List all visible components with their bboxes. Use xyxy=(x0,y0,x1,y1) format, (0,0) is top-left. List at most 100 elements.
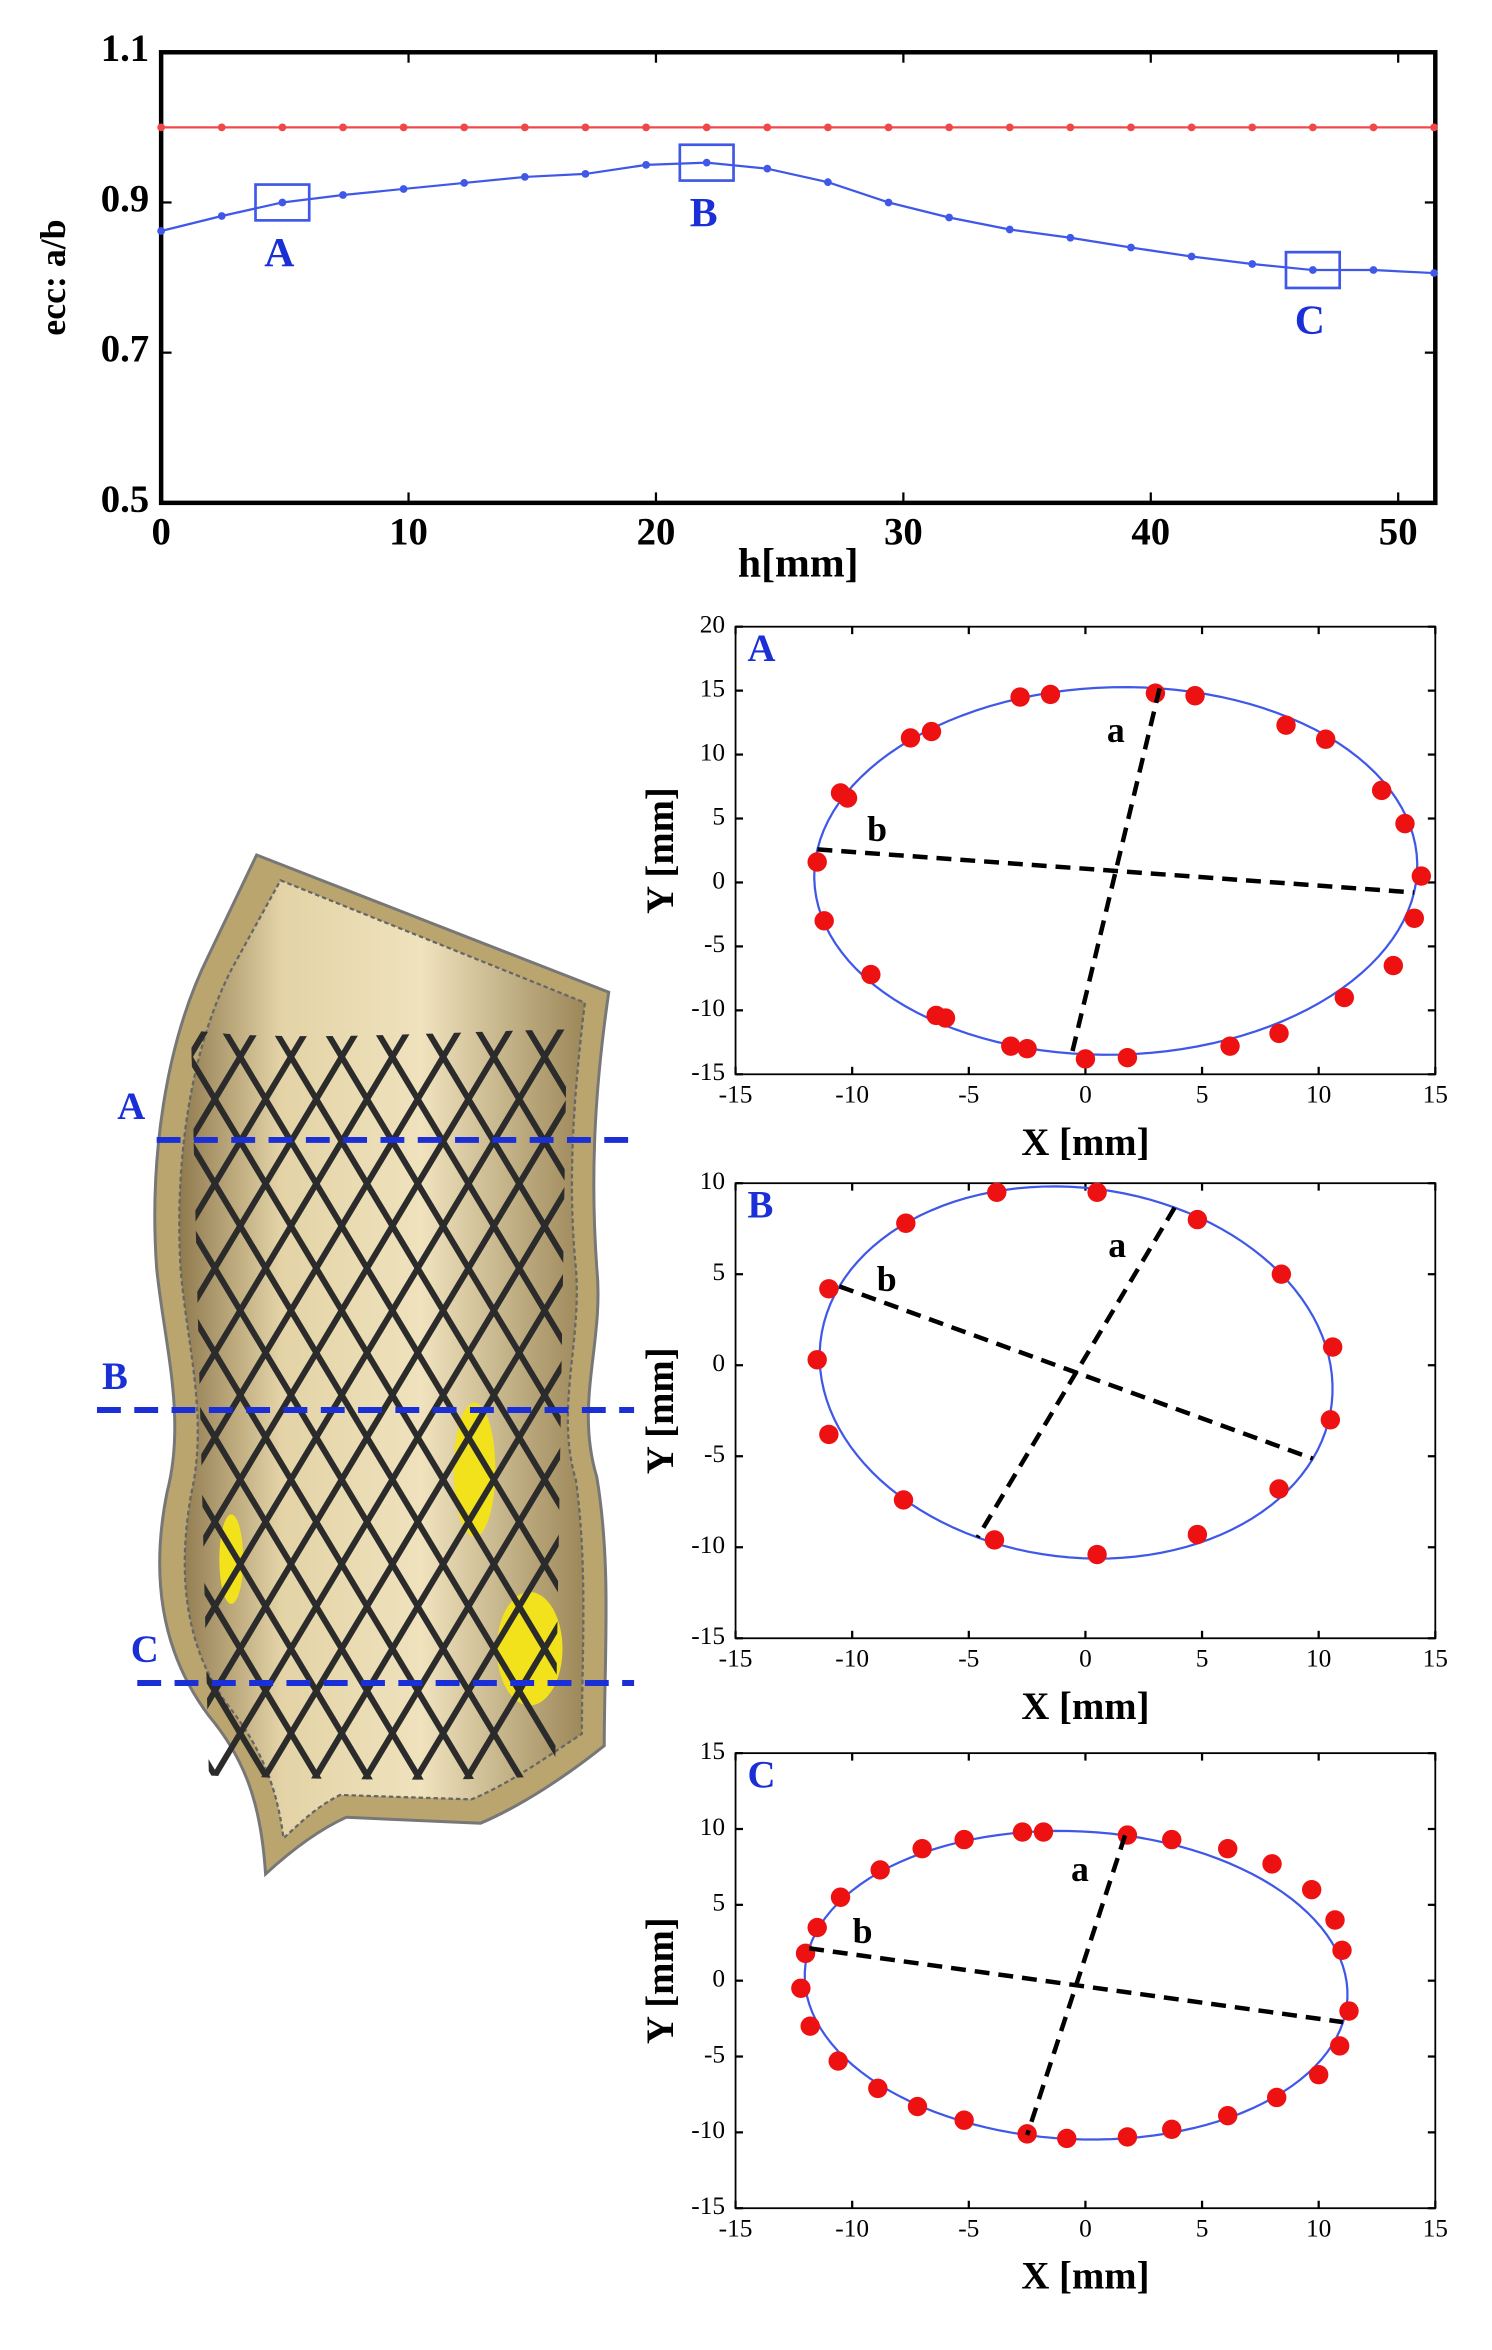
contact-point xyxy=(1017,1039,1037,1059)
x-tick-label: 0 xyxy=(151,511,170,554)
contact-point xyxy=(954,1829,974,1850)
contact-point xyxy=(837,788,858,808)
series-point xyxy=(884,123,893,132)
series-point xyxy=(763,164,772,173)
series-point xyxy=(702,158,711,167)
contact-point xyxy=(1371,780,1392,801)
x-tick-label: -15 xyxy=(719,1644,753,1672)
x-tick-label: 15 xyxy=(1423,1644,1448,1672)
y-axis-label: Y [mm] xyxy=(639,1917,682,2044)
stent-wire xyxy=(406,1029,567,1780)
stent-wire xyxy=(456,1029,567,1780)
x-axis-label: X [mm] xyxy=(1021,1121,1149,1164)
contact-point xyxy=(1269,1479,1289,1499)
contact-point xyxy=(921,721,942,742)
series-point xyxy=(520,123,529,132)
contact-point xyxy=(1087,1182,1107,1203)
series-point xyxy=(1308,266,1317,274)
series-point xyxy=(1369,123,1378,132)
series-point xyxy=(642,161,650,169)
annotation-label: B xyxy=(690,190,718,236)
contact-point xyxy=(828,2051,848,2071)
series-point xyxy=(824,178,832,187)
contact-point xyxy=(1325,1910,1345,1930)
axis-annotation: a xyxy=(1107,710,1125,750)
stent-wire xyxy=(355,1029,567,1780)
contact-point xyxy=(1010,687,1030,707)
y-tick-label: 15 xyxy=(700,1737,725,1765)
stent-wire xyxy=(190,1029,472,1780)
stent-wire xyxy=(0,1015,63,1791)
y-tick-label: -5 xyxy=(704,2040,725,2068)
y-tick-label: 15 xyxy=(700,674,725,702)
x-tick-label: -15 xyxy=(719,1080,753,1108)
x-tick-label: 10 xyxy=(1306,1644,1331,1672)
contact-point xyxy=(1334,987,1355,1008)
series-point xyxy=(642,123,650,132)
x-tick-label: -15 xyxy=(719,2214,753,2242)
section-label: B xyxy=(102,1355,128,1398)
contact-point xyxy=(1320,1410,1341,1430)
contact-point xyxy=(1218,2105,1238,2126)
stent-wire xyxy=(190,1029,328,1780)
stent-mesh xyxy=(0,1015,1239,1791)
contact-point xyxy=(800,2016,820,2036)
stent-wire xyxy=(254,1029,567,1780)
contact-point xyxy=(1001,1036,1021,1056)
x-axis-label: h[mm] xyxy=(738,541,859,587)
section-label: A xyxy=(117,1085,145,1128)
y-tick-label: 10 xyxy=(700,1813,725,1841)
contact-point xyxy=(1040,684,1061,705)
x-tick-label: -5 xyxy=(958,1080,979,1108)
minor-axis xyxy=(808,1946,1344,2025)
series-point xyxy=(1369,266,1378,274)
series-point xyxy=(278,198,287,207)
contact-point xyxy=(819,1279,839,1299)
series-point xyxy=(339,191,347,199)
contact-point xyxy=(1332,1940,1352,1961)
contact-point xyxy=(1220,1036,1240,1056)
contact-point xyxy=(807,1350,827,1370)
y-tick-label: 5 xyxy=(712,802,725,830)
stent-wire xyxy=(0,1015,173,1791)
series-point xyxy=(217,123,226,132)
contact-point xyxy=(868,2078,888,2099)
x-tick-label: 10 xyxy=(1306,1080,1331,1108)
stent-wire xyxy=(190,1029,319,1780)
section-label: C xyxy=(131,1628,159,1671)
series-point xyxy=(460,123,469,132)
annotation-label: C xyxy=(1295,297,1325,343)
x-tick-label: 15 xyxy=(1423,1080,1448,1108)
x-tick-label: 5 xyxy=(1196,1080,1209,1108)
stent-wire xyxy=(190,1029,531,1780)
stent-wire xyxy=(190,1029,480,1780)
stent-wire xyxy=(190,1029,567,1780)
y-tick-label: 10 xyxy=(700,738,725,766)
x-tick-label: 50 xyxy=(1379,511,1418,554)
annotation-label: A xyxy=(264,230,294,276)
y-tick-label: 0.7 xyxy=(101,328,149,371)
x-tick-label: 10 xyxy=(389,511,428,554)
contact-point xyxy=(1218,1839,1238,1859)
stent-wire xyxy=(773,1015,1239,1791)
x-tick-label: 0 xyxy=(1079,1080,1092,1108)
stent-wire xyxy=(0,1015,164,1791)
series-point xyxy=(1127,243,1135,252)
y-tick-label: -15 xyxy=(691,1058,725,1086)
series-point xyxy=(1248,260,1257,268)
contact-point xyxy=(900,728,921,748)
contact-point xyxy=(1301,1879,1322,1900)
y-tick-label: -10 xyxy=(691,1531,725,1559)
minor-axis xyxy=(838,1284,1314,1461)
x-tick-label: 10 xyxy=(1306,2214,1331,2242)
y-axis-label: Y [mm] xyxy=(639,787,682,914)
y-tick-label: 5 xyxy=(712,1889,725,1917)
contact-point xyxy=(1322,1337,1343,1357)
series-point xyxy=(157,227,166,235)
series-point xyxy=(1430,269,1438,277)
y-tick-label: -15 xyxy=(691,2192,725,2220)
series-point xyxy=(399,123,408,132)
